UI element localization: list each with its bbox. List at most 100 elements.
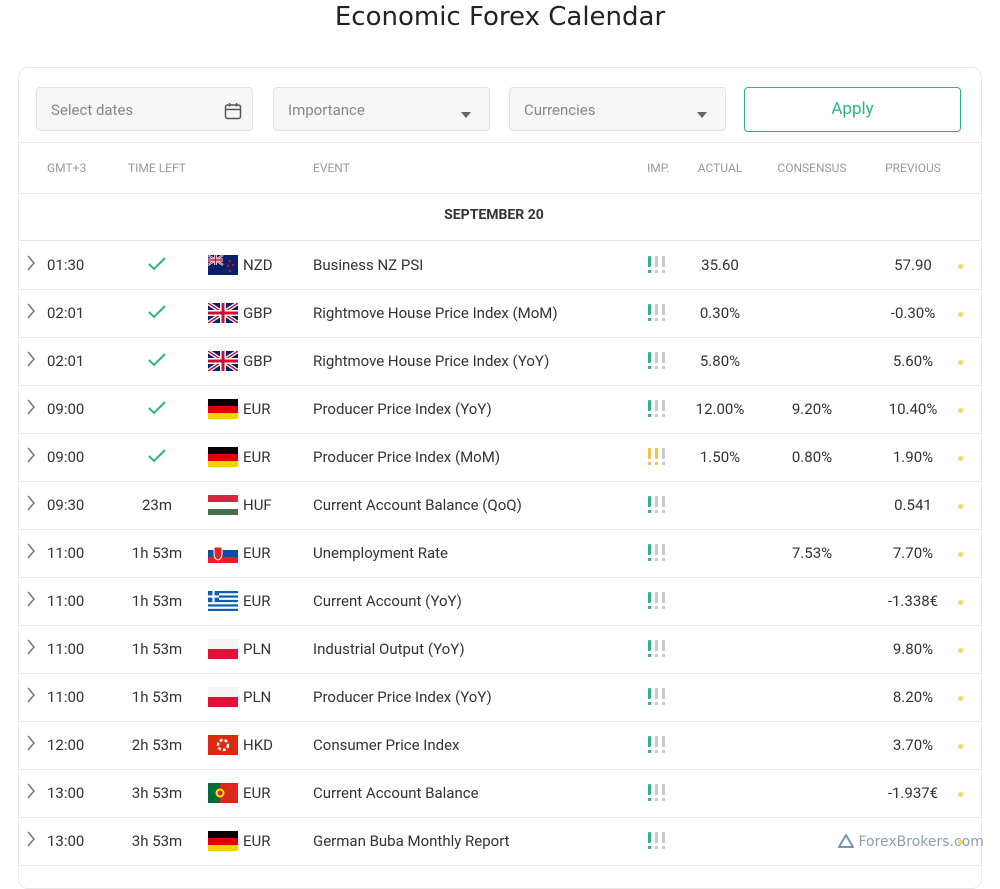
importance-dot xyxy=(655,606,658,609)
watermark-text: ForexBrokers.com xyxy=(858,834,984,850)
expand-chevron[interactable] xyxy=(26,255,36,275)
expand-chevron[interactable] xyxy=(26,495,36,515)
importance-dot xyxy=(655,798,658,801)
importance-dot xyxy=(648,318,651,321)
expand-chevron[interactable] xyxy=(26,351,36,371)
importance-bar xyxy=(655,352,658,363)
apply-button[interactable]: Apply xyxy=(744,87,961,132)
expand-chevron[interactable] xyxy=(26,591,36,611)
country-flag-part xyxy=(208,831,238,851)
country-flag-part xyxy=(208,831,238,838)
event-name: Current Account Balance xyxy=(313,784,479,802)
expand-chevron-part xyxy=(27,543,35,559)
country-flag-part xyxy=(208,597,238,600)
done-check-part xyxy=(148,401,166,415)
done-check-part xyxy=(148,257,166,271)
importance-bar xyxy=(655,544,658,555)
expand-chevron[interactable] xyxy=(26,543,36,563)
status-dot xyxy=(958,552,963,557)
event-time: 02:01 xyxy=(47,304,85,322)
dropdown-caret xyxy=(697,112,707,118)
importance-dot xyxy=(662,462,665,465)
expand-chevron[interactable] xyxy=(26,831,36,851)
previous-value: -1.937€ xyxy=(887,784,939,802)
currency-filter[interactable]: Currencies xyxy=(509,87,726,131)
country-flag-part xyxy=(208,255,238,275)
importance-bar xyxy=(655,592,658,603)
event-name: Business NZ PSI xyxy=(313,256,424,274)
importance-bar xyxy=(662,496,665,507)
importance xyxy=(648,304,672,322)
importance-dot xyxy=(648,846,651,849)
importance-bar xyxy=(648,352,651,363)
importance-bar xyxy=(662,304,665,315)
importance-bar xyxy=(648,688,651,699)
expand-chevron-part xyxy=(27,639,35,655)
country-flag xyxy=(208,831,238,851)
row-divider xyxy=(18,673,981,674)
country-flag-part xyxy=(208,255,223,265)
status-dot xyxy=(958,600,963,605)
importance-bar xyxy=(648,496,651,507)
expand-chevron-part xyxy=(27,783,35,799)
event-time: 09:00 xyxy=(47,448,85,466)
importance-dot xyxy=(648,558,651,561)
country-flag-part xyxy=(208,502,238,509)
expand-chevron-part xyxy=(27,591,35,607)
expand-chevron[interactable] xyxy=(26,687,36,707)
importance-filter[interactable]: Importance xyxy=(273,87,490,131)
event-time: 11:00 xyxy=(47,688,85,706)
previous-value: -1.338€ xyxy=(887,592,939,610)
importance-dot xyxy=(662,750,665,753)
page-title: Economic Forex Calendar xyxy=(334,2,666,32)
actual-value: 12.00% xyxy=(695,400,745,418)
row-divider xyxy=(18,625,981,626)
importance-bar xyxy=(655,784,658,795)
expand-chevron[interactable] xyxy=(26,735,36,755)
importance-dot xyxy=(648,798,651,801)
time-left: 2h 53m xyxy=(131,736,183,754)
currency: EUR xyxy=(243,832,271,850)
currency: NZD xyxy=(243,256,273,274)
date-filter[interactable]: Select dates xyxy=(36,87,253,131)
time-left: 23m xyxy=(141,496,172,514)
date-placeholder: Select dates xyxy=(51,101,134,119)
event-name: Industrial Output (YoY) xyxy=(313,640,465,658)
importance-bar xyxy=(662,400,665,411)
expand-chevron[interactable] xyxy=(26,783,36,803)
expand-chevron[interactable] xyxy=(26,447,36,467)
expand-chevron[interactable] xyxy=(26,399,36,419)
expand-chevron[interactable] xyxy=(26,303,36,323)
expand-chevron[interactable] xyxy=(26,639,36,659)
event-name: German Buba Monthly Report xyxy=(313,832,510,850)
importance-dot xyxy=(655,750,658,753)
event-time: 11:00 xyxy=(47,640,85,658)
importance xyxy=(648,400,672,418)
country-flag-part xyxy=(208,303,238,323)
calendar-icon xyxy=(224,103,242,120)
importance-dot xyxy=(655,462,658,465)
time-left: 1h 53m xyxy=(131,592,183,610)
time-left: 3h 53m xyxy=(131,832,183,850)
expand-chevron-part xyxy=(27,351,35,367)
status-dot xyxy=(958,408,963,413)
currency: HUF xyxy=(243,496,272,514)
event-time: 09:00 xyxy=(47,400,85,418)
date-heading: SEPTEMBER 20 xyxy=(444,207,544,223)
importance-bar xyxy=(655,256,658,267)
previous-value: 1.90% xyxy=(892,448,934,466)
expand-chevron-part xyxy=(27,831,35,847)
country-flag-part xyxy=(208,461,238,467)
expand-chevron-part xyxy=(27,591,35,607)
previous-value: 10.40% xyxy=(888,400,938,418)
country-flag-part xyxy=(228,259,232,263)
importance xyxy=(648,736,672,754)
country-flag-part xyxy=(208,399,238,406)
importance-bar xyxy=(662,784,665,795)
event-time: 09:30 xyxy=(47,496,85,514)
status-dot xyxy=(958,264,963,269)
consensus-value: 9.20% xyxy=(791,400,833,418)
country-flag-part xyxy=(208,406,238,413)
previous-value: 57.90 xyxy=(894,256,932,274)
country-flag xyxy=(208,303,238,323)
